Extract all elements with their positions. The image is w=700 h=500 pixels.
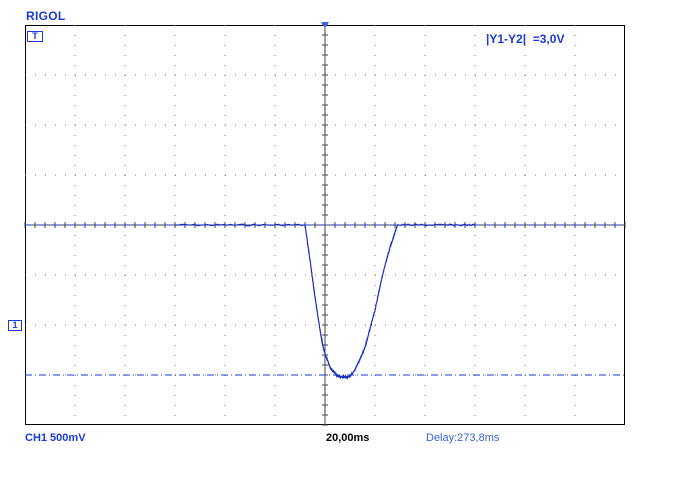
trace-ch1: [174, 223, 476, 380]
cursor-lines: [25, 224, 625, 376]
timebase-label: 20,00ms: [326, 432, 370, 444]
delay-label: Delay:273,8ms: [426, 432, 500, 444]
channel-scale-label: CH1 500mV: [25, 432, 86, 444]
trigger-level-icon: T: [27, 31, 43, 42]
cursor-label: |Y1-Y2|: [486, 32, 527, 46]
trigger-position-marker: [321, 22, 329, 28]
cursor-readout: |Y1-Y2| =3,0V: [486, 32, 564, 46]
cursor-value: =3,0V: [532, 32, 565, 46]
brand-logo: RIGOL: [26, 9, 66, 23]
channel1-ground-marker: 1: [8, 320, 22, 331]
